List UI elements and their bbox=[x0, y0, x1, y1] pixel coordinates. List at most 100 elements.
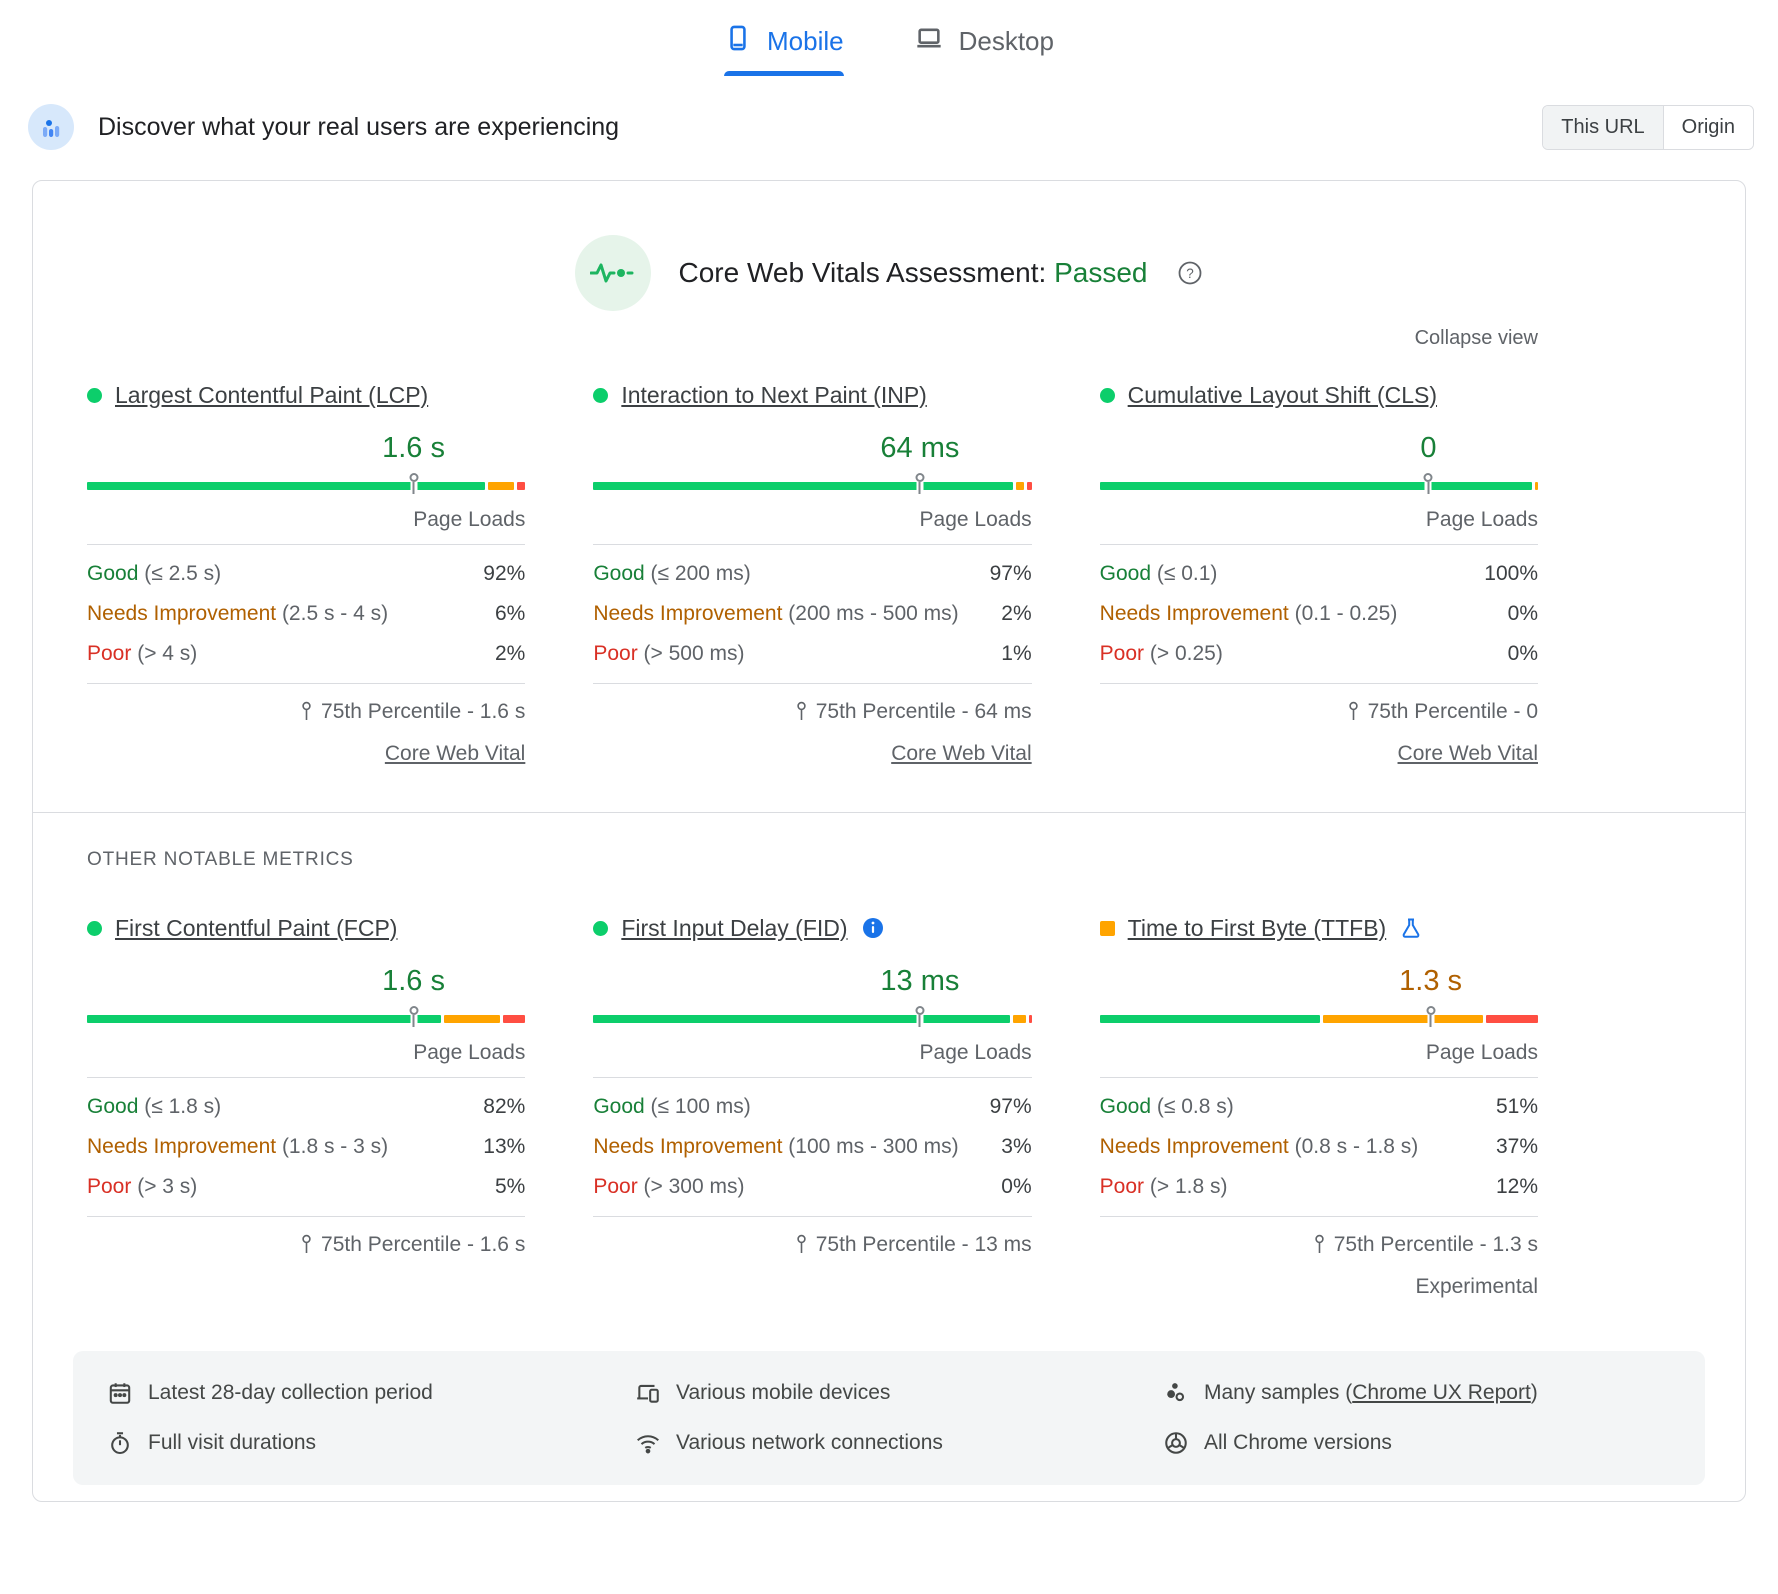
metric-title-link[interactable]: Interaction to Next Paint (INP) bbox=[621, 381, 927, 408]
percentile-row: 75th Percentile - 13 ms bbox=[593, 1233, 1032, 1257]
flask-icon[interactable] bbox=[1399, 916, 1423, 940]
row-range: (> 1.8 s) bbox=[1149, 1175, 1228, 1198]
metric-status-bullet bbox=[87, 387, 102, 403]
pin-icon bbox=[302, 1234, 311, 1253]
network-connections-item: Various network connections bbox=[635, 1423, 1143, 1463]
bar-needs-improvement-segment bbox=[487, 482, 514, 490]
url-origin-toggle: This URL Origin bbox=[1542, 104, 1754, 150]
core-web-vital-link[interactable]: Core Web Vital bbox=[1397, 742, 1538, 765]
row-range: (100 ms - 300 ms) bbox=[788, 1135, 959, 1158]
core-web-vital-link[interactable]: Core Web Vital bbox=[384, 742, 526, 765]
collapse-view-link[interactable]: Collapse view bbox=[1414, 327, 1538, 349]
core-web-vital-link[interactable]: Core Web Vital bbox=[891, 742, 1032, 765]
percentile-marker-icon bbox=[915, 1006, 925, 1027]
row-label: Good bbox=[593, 1095, 645, 1118]
metric-distribution-bar bbox=[593, 1006, 1032, 1027]
row-range: (1.8 s - 3 s) bbox=[281, 1135, 389, 1158]
percentile-text: 75th Percentile - 0 bbox=[1367, 700, 1538, 723]
page-loads-label: Page Loads bbox=[1425, 1041, 1538, 1064]
table-row: Needs Improvement (200 ms - 500 ms) 2% bbox=[593, 594, 1031, 634]
percentile-text: 75th Percentile - 1.6 s bbox=[321, 700, 526, 723]
percentile-marker-icon bbox=[915, 473, 925, 494]
bar-good-segment bbox=[1099, 482, 1532, 490]
row-label: Needs Improvement bbox=[87, 602, 277, 625]
percentile-text: 75th Percentile - 13 ms bbox=[815, 1233, 1032, 1256]
tab-desktop-label: Desktop bbox=[958, 26, 1054, 56]
metric-title-link[interactable]: Largest Contentful Paint (LCP) bbox=[115, 381, 429, 408]
pulse-icon bbox=[574, 235, 651, 311]
metric-title-link[interactable]: First Input Delay (FID) bbox=[621, 914, 848, 941]
row-label: Needs Improvement bbox=[593, 1135, 783, 1158]
tab-mobile[interactable]: Mobile bbox=[724, 24, 844, 76]
origin-button[interactable]: Origin bbox=[1662, 105, 1753, 149]
row-range: (> 4 s) bbox=[137, 642, 198, 665]
metric-title-link[interactable]: Cumulative Layout Shift (CLS) bbox=[1127, 381, 1438, 408]
metric-title-link[interactable]: Time to First Byte (TTFB) bbox=[1127, 914, 1387, 941]
row-value: 0% bbox=[1001, 1175, 1032, 1198]
metric-status-bullet bbox=[593, 920, 609, 936]
row-label: Needs Improvement bbox=[87, 1135, 277, 1158]
percentile-marker-icon bbox=[1423, 473, 1433, 494]
metric-distribution-bar bbox=[593, 473, 1032, 494]
row-range: (> 300 ms) bbox=[643, 1175, 745, 1198]
data-source-footer: Latest 28-day collection period Full vis… bbox=[73, 1351, 1705, 1485]
row-value: 0% bbox=[1507, 602, 1538, 625]
pin-icon bbox=[797, 701, 806, 720]
stopwatch-icon bbox=[107, 1430, 133, 1456]
other-metrics-label: OTHER NOTABLE METRICS bbox=[87, 849, 354, 870]
chrome-ux-report-link[interactable]: Chrome UX Report bbox=[1352, 1381, 1531, 1404]
info-icon[interactable] bbox=[861, 916, 885, 940]
row-value: 3% bbox=[1001, 1135, 1032, 1158]
bar-needs-improvement-segment bbox=[1015, 482, 1025, 490]
row-value: 97% bbox=[989, 562, 1032, 585]
percentile-row: 75th Percentile - 0 bbox=[1100, 700, 1538, 724]
metric-value: 64 ms bbox=[880, 432, 960, 464]
page-loads-label: Page Loads bbox=[413, 508, 526, 531]
row-label: Good bbox=[1099, 562, 1152, 585]
metric-value: 13 ms bbox=[880, 965, 960, 997]
row-range: (≤ 100 ms) bbox=[650, 1095, 751, 1118]
core-web-vitals-card: Core Web Vitals Assessment: Passed ? Col… bbox=[32, 180, 1746, 1502]
bar-needs-improvement-segment bbox=[1534, 482, 1538, 490]
row-range: (0.8 s - 1.8 s) bbox=[1294, 1135, 1419, 1158]
device-tabs: Mobile Desktop bbox=[0, 0, 1778, 76]
field-data-header: Discover what your real users are experi… bbox=[0, 76, 1778, 180]
this-url-button[interactable]: This URL bbox=[1543, 105, 1663, 149]
calendar-icon bbox=[107, 1380, 133, 1406]
row-value: 13% bbox=[483, 1135, 526, 1158]
row-value: 2% bbox=[494, 642, 526, 665]
metric-distribution-bar bbox=[87, 473, 526, 494]
row-label: Poor bbox=[1099, 1175, 1145, 1198]
page-loads-label: Page Loads bbox=[1425, 508, 1538, 531]
help-icon[interactable]: ? bbox=[1177, 260, 1203, 286]
page-loads-label: Page Loads bbox=[919, 508, 1032, 531]
row-label: Poor bbox=[87, 1175, 132, 1198]
bar-good-segment bbox=[87, 482, 485, 490]
row-value: 12% bbox=[1495, 1175, 1538, 1198]
table-row: Needs Improvement (2.5 s - 4 s) 6% bbox=[87, 594, 525, 634]
metric-status-bullet bbox=[87, 920, 102, 936]
distribution-table: Good (≤ 0.1) 100% Needs Improvement (0.1… bbox=[1099, 544, 1538, 684]
chrome-versions-item: All Chrome versions bbox=[1163, 1423, 1671, 1463]
row-value: 97% bbox=[989, 1095, 1032, 1118]
page-title: Discover what your real users are experi… bbox=[98, 112, 620, 141]
metric-status-bullet bbox=[593, 387, 609, 403]
metric-title-link[interactable]: First Contentful Paint (FCP) bbox=[115, 914, 398, 941]
bar-poor-segment bbox=[503, 1015, 526, 1023]
metric-value: 1.6 s bbox=[382, 965, 445, 997]
bar-needs-improvement-segment bbox=[1323, 1015, 1484, 1023]
assessment-status: Passed bbox=[1054, 257, 1148, 288]
metric-card-inp: Interaction to Next Paint (INP) 64 ms Pa… bbox=[593, 380, 1032, 766]
table-row: Needs Improvement (0.8 s - 1.8 s) 37% bbox=[1100, 1127, 1538, 1167]
table-row: Good (≤ 2.5 s) 92% bbox=[87, 554, 525, 594]
bar-poor-segment bbox=[1027, 482, 1032, 490]
bar-good-segment bbox=[1099, 1015, 1321, 1023]
percentile-marker-icon bbox=[409, 1006, 419, 1027]
desktop-laptop-icon bbox=[914, 24, 944, 59]
network-icon bbox=[635, 1430, 661, 1456]
row-range: (200 ms - 500 ms) bbox=[788, 602, 959, 625]
tab-desktop[interactable]: Desktop bbox=[914, 24, 1054, 76]
pin-icon bbox=[1315, 1234, 1324, 1253]
devices-icon bbox=[635, 1380, 661, 1406]
row-range: (≤ 2.5 s) bbox=[144, 562, 222, 585]
